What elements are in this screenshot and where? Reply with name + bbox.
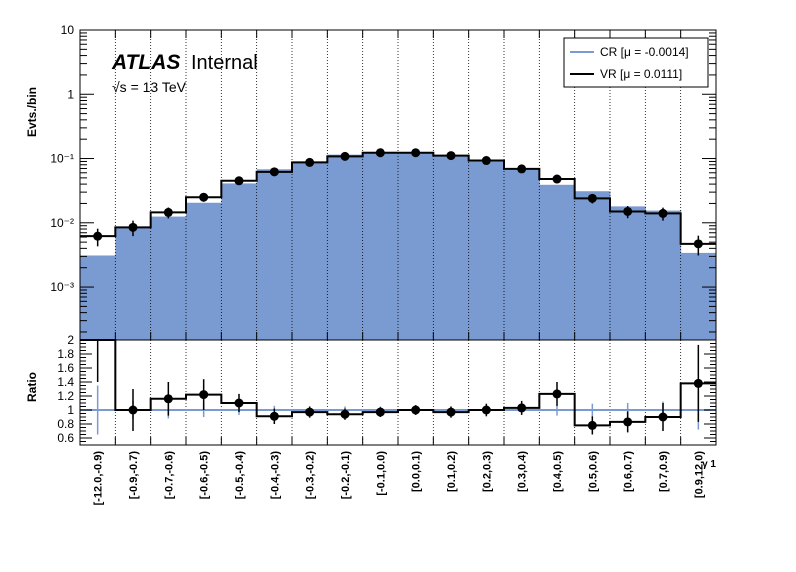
- cr-bar: [398, 152, 434, 340]
- x-tick-label: [-0.3,-0.2): [305, 451, 317, 500]
- ratio-point: [587, 420, 597, 430]
- x-tick-label: [0.4,0.5): [552, 451, 564, 492]
- energy-label: √s = 13 TeV: [112, 79, 187, 95]
- x-tick-label: [-0.5,-0.4): [234, 451, 246, 500]
- x-tick-label: [-0.7,-0.6): [163, 451, 175, 500]
- x-tick-labels: [-12.0,-0.9) [-0.9,-0.7) [-0.7,-0.6) [-0.6,…: [93, 451, 706, 506]
- ratio-point: [128, 405, 138, 415]
- cr-bar: [292, 161, 328, 340]
- cr-bar: [539, 184, 576, 340]
- ratio-y-tick-label: 1.6: [57, 361, 74, 375]
- legend-box: [563, 37, 709, 88]
- ratio-y-tick-label: 1: [67, 403, 74, 417]
- status-label: Internal: [191, 52, 258, 74]
- cr-bar: [115, 227, 152, 340]
- x-tick-label: [0.0,0.1): [411, 451, 423, 492]
- vr-step-line: [80, 151, 716, 245]
- x-tick-label: [0.3,0.4): [517, 451, 529, 492]
- ratio-point: [481, 405, 491, 415]
- cr-bar: [362, 151, 399, 340]
- vr-point: [269, 167, 279, 177]
- vr-point: [163, 207, 173, 217]
- vr-point: [128, 222, 138, 232]
- x-tick-label: [-0.9,-0.7): [128, 451, 140, 500]
- ratio-point: [163, 394, 173, 404]
- y-tick-label: 10⁻³: [50, 280, 74, 294]
- vr-point: [375, 148, 385, 158]
- ratio-y-tick-label: 0.6: [57, 431, 74, 445]
- cr-bar: [150, 216, 187, 340]
- top-y-axis-label: Evts./bin: [25, 87, 39, 137]
- x-tick-label: [0.7,0.9): [658, 451, 670, 492]
- atlas-label: ATLAS: [111, 51, 180, 74]
- cr-bar: [468, 160, 505, 340]
- x-tick-label: [-12.0,-0.9): [93, 451, 105, 506]
- ratio-point: [658, 412, 668, 422]
- cr-bar: [645, 210, 682, 340]
- cr-bar: [574, 191, 611, 340]
- x-tick-label: [0.1,0.2): [446, 451, 458, 492]
- cr-bar: [327, 154, 364, 340]
- vr-point: [93, 231, 103, 241]
- cr-bar: [504, 169, 540, 340]
- ratio-point: [623, 417, 633, 427]
- cr-bar: [610, 206, 646, 340]
- ratio-point: [552, 389, 562, 399]
- x-tick-label: [-0.6,-0.5): [199, 451, 211, 500]
- vr-point: [411, 148, 421, 158]
- vr-point: [199, 192, 209, 202]
- ratio-point: [234, 398, 244, 408]
- x-tick-label: [-0.2,-0.1): [340, 451, 352, 500]
- vr-point: [693, 239, 703, 249]
- x-tick-label: [0.2,0.3): [481, 451, 493, 492]
- y-tick-label: 10⁻²: [50, 216, 74, 230]
- y-tick-label: 10: [61, 23, 75, 37]
- ratio-point: [517, 403, 527, 413]
- x-tick-label: [-0.1,0.0): [375, 451, 387, 496]
- cr-bar: [80, 255, 116, 340]
- legend-cr-label: CR [μ = -0.0014]: [600, 45, 689, 59]
- ratio-step-line: [80, 339, 716, 427]
- vr-point: [234, 176, 244, 186]
- y-tick-label: 1: [67, 87, 74, 101]
- vr-point: [658, 208, 668, 218]
- x-axis-label: γ 1: [702, 459, 716, 470]
- ratio-y-axis-label: Ratio: [25, 372, 39, 402]
- vr-point: [446, 151, 456, 161]
- cr-bar: [680, 252, 717, 340]
- ratio-y-tick-label: 1.2: [57, 389, 74, 403]
- cr-bar: [256, 169, 293, 340]
- vr-point: [587, 193, 597, 203]
- vr-point: [552, 174, 562, 184]
- ratio-point: [693, 378, 703, 388]
- ratio-panel: 0.60.811.21.41.61.82: [57, 333, 717, 446]
- ratio-point: [269, 411, 279, 421]
- legend-vr-label: VR [μ = 0.0111]: [600, 67, 682, 81]
- cr-bar: [433, 154, 470, 340]
- y-tick-label: 10⁻¹: [50, 152, 74, 166]
- ratio-y-tick-label: 1.4: [57, 375, 74, 389]
- ratio-point: [411, 405, 421, 415]
- ratio-y-tick-label: 1.8: [57, 347, 74, 361]
- vr-point: [623, 206, 633, 216]
- ratio-point: [305, 407, 315, 417]
- vr-point: [340, 151, 350, 161]
- ratio-point: [199, 390, 209, 400]
- x-tick-label: [0.9,12.0): [693, 451, 705, 498]
- vr-point: [305, 157, 315, 167]
- vr-point: [481, 156, 491, 166]
- x-tick-label: [0.6,0.7): [623, 451, 635, 492]
- cr-bar: [186, 202, 222, 340]
- vr-point: [517, 164, 527, 174]
- x-tick-label: [0.5,0.6): [587, 451, 599, 492]
- cr-bar: [221, 183, 258, 340]
- legend: CR [μ = -0.0014] VR [μ = 0.0111]: [563, 37, 709, 88]
- ratio-point: [446, 407, 456, 417]
- x-tick-label: [-0.4,-0.3): [269, 451, 281, 500]
- ratio-point: [340, 409, 350, 419]
- ratio-y-tick-label: 0.8: [57, 417, 74, 431]
- ratio-y-tick-label: 2: [67, 333, 74, 347]
- ratio-point: [375, 407, 385, 417]
